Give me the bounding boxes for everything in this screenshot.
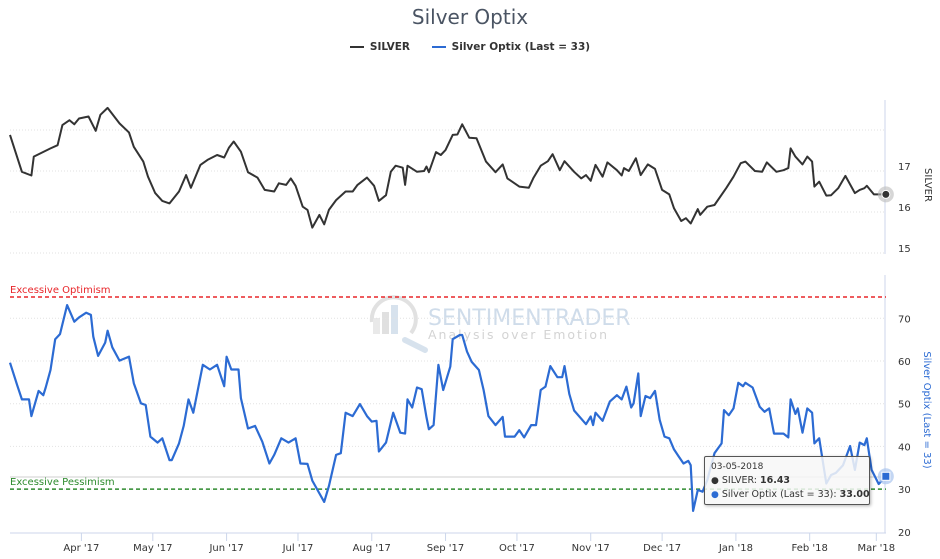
optix-series-line[interactable] [8, 304, 887, 512]
y-tick-label: 30 [898, 485, 911, 496]
y-tick-label: 70 [898, 314, 911, 325]
x-tick-label: Jun '17 [208, 543, 243, 554]
chart-title: Silver Optix [411, 5, 529, 29]
legend-item-optix[interactable]: Silver Optix (Last = 33) [431, 41, 591, 53]
x-tick-label: Nov '17 [572, 543, 610, 554]
tooltip-value: 33.00 [839, 489, 870, 500]
optix-hover-point[interactable] [881, 471, 891, 481]
y-tick-label: 50 [898, 400, 911, 411]
x-tick-label: Oct '17 [499, 543, 535, 554]
legend-item-silver[interactable]: SILVER [349, 41, 411, 53]
annotation-excessive-optimism: Excessive Optimism [10, 285, 111, 296]
legend: SILVER Silver Optix (Last = 33) [0, 39, 940, 53]
watermark: SENTIMENTRADER Analysis over Emotion [369, 295, 631, 353]
x-tick-label: Jul '17 [282, 543, 314, 554]
legend-label: SILVER [369, 41, 411, 53]
y-tick-label: 20 [898, 528, 911, 539]
watermark-tagline: Analysis over Emotion [428, 327, 609, 342]
y-tick-label: 15 [898, 244, 911, 255]
silver-hover-point[interactable] [881, 189, 891, 199]
y-tick-label: 17 [898, 162, 911, 173]
tooltip-value: 16.43 [759, 475, 791, 486]
x-tick-label: Jan '18 [718, 543, 753, 554]
tooltip-label: Silver Optix (Last = 33): [721, 489, 840, 500]
x-tick-label: Apr '17 [63, 543, 99, 554]
optix-axis-title: Silver Optix (Last = 33) [921, 351, 932, 468]
legend-label: Silver Optix (Last = 33) [451, 41, 591, 53]
silver-series-line[interactable] [9, 106, 886, 229]
watermark-logo-icon [369, 295, 428, 353]
x-tick-label: Sep '17 [427, 543, 465, 554]
tooltip: 03-05-2018 ● SILVER: 16.43 ● Silver Optix … [704, 456, 870, 505]
x-tick-label: Dec '17 [643, 543, 681, 554]
y-tick-label: 60 [898, 357, 911, 368]
x-tick-label: Mar '18 [858, 543, 896, 554]
silver-axis-title: SILVER [922, 168, 933, 202]
tooltip-row-silver: ● SILVER: 16.43 [711, 475, 791, 486]
legend-swatch-silver [349, 46, 364, 48]
y-tick-label: 16 [898, 203, 911, 214]
y-tick-label: 40 [898, 442, 911, 453]
x-tick-label: Aug '17 [353, 543, 391, 554]
x-tick-label: Feb '18 [792, 543, 828, 554]
tooltip-date: 03-05-2018 [711, 462, 764, 472]
annotation-excessive-pessimism: Excessive Pessimism [10, 477, 115, 488]
tooltip-label: SILVER: [721, 475, 760, 486]
tooltip-row-optix: ● Silver Optix (Last = 33): 33.00 [711, 489, 870, 500]
x-tick-label: May '17 [133, 543, 172, 554]
legend-swatch-optix [431, 46, 446, 48]
